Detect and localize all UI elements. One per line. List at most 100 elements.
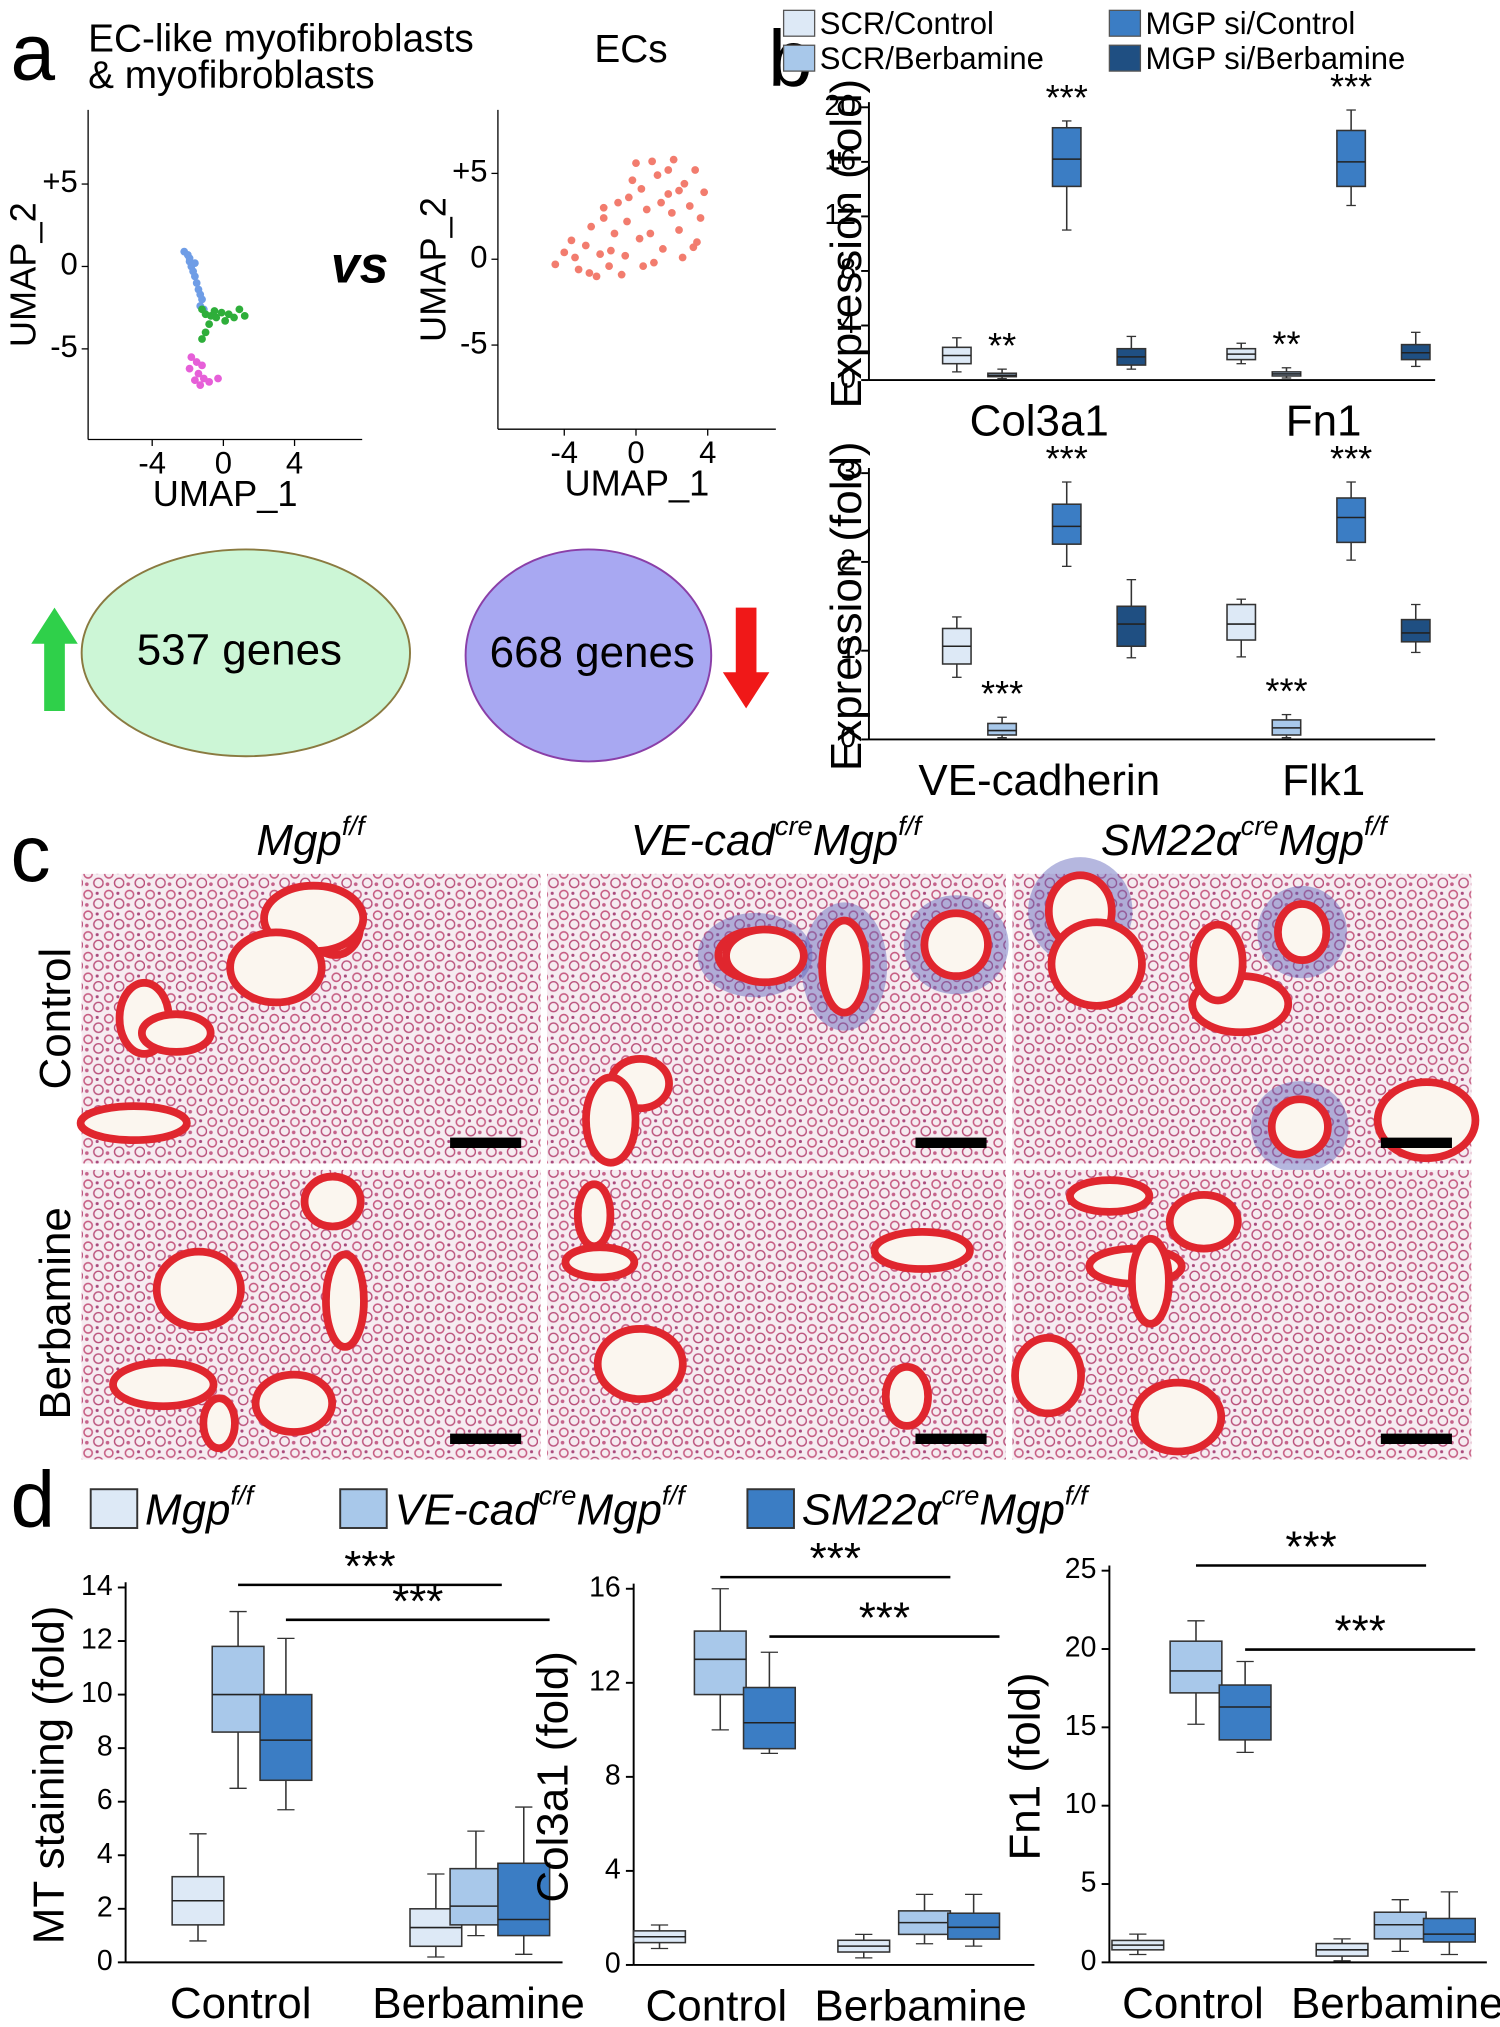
superscript: f/f bbox=[898, 810, 923, 841]
point bbox=[185, 364, 194, 373]
text-part: Mgp bbox=[813, 815, 898, 864]
x-tick-label: 0 bbox=[215, 446, 232, 481]
x-tick-label: Col3a1 bbox=[970, 397, 1109, 446]
point bbox=[642, 205, 651, 214]
x-tick-label: Control bbox=[1122, 1979, 1264, 2027]
point bbox=[675, 186, 683, 195]
y-tick-label: 0 bbox=[470, 239, 487, 274]
x-tick-label: 4 bbox=[286, 446, 303, 481]
point bbox=[632, 159, 640, 167]
tissue bbox=[547, 1169, 1006, 1460]
y-tick-label: 12 bbox=[589, 1665, 621, 1697]
point bbox=[587, 222, 596, 231]
x-tick-label: Fn1 bbox=[1286, 397, 1362, 446]
panel-label: d bbox=[11, 1454, 56, 1544]
y-tick-label: 0 bbox=[605, 1947, 621, 1979]
point bbox=[623, 217, 631, 226]
y-tick-label: 4 bbox=[605, 1853, 621, 1885]
point bbox=[212, 313, 221, 322]
x-tick-label: Flk1 bbox=[1282, 756, 1365, 805]
point bbox=[210, 307, 219, 315]
superscript: f/f bbox=[342, 810, 367, 841]
vessel bbox=[1267, 1095, 1332, 1159]
y-tick-label: 4 bbox=[840, 308, 856, 340]
point bbox=[678, 253, 687, 262]
box bbox=[947, 1912, 1001, 1940]
vessel bbox=[881, 1362, 932, 1430]
point bbox=[610, 229, 619, 238]
point bbox=[669, 155, 678, 164]
text-part: VE-cad bbox=[631, 815, 777, 864]
point bbox=[187, 353, 196, 361]
point bbox=[675, 226, 683, 234]
text-part: SM22α bbox=[802, 1485, 944, 1534]
y-tick-label: 12 bbox=[824, 199, 856, 231]
box bbox=[987, 722, 1018, 736]
point bbox=[214, 374, 222, 383]
point bbox=[596, 250, 605, 258]
y-axis-label: Col3a1 (fold) bbox=[529, 1651, 578, 1903]
histology-image bbox=[76, 873, 541, 1164]
y-tick-label: 1 bbox=[840, 633, 856, 665]
box bbox=[1051, 126, 1082, 188]
vessel bbox=[152, 1247, 245, 1331]
y-tick-label: 16 bbox=[589, 1571, 621, 1603]
vessel bbox=[1165, 1190, 1242, 1253]
x-axis-label: UMAP_1 bbox=[153, 473, 298, 514]
y-tick-label: 8 bbox=[97, 1731, 113, 1763]
point bbox=[191, 272, 199, 281]
vessel bbox=[300, 1172, 365, 1231]
point bbox=[646, 229, 655, 238]
vessel bbox=[1011, 1334, 1085, 1418]
x-tick-label: Berbamine bbox=[814, 1982, 1026, 2027]
vessel bbox=[251, 1370, 337, 1436]
y-tick-label: -5 bbox=[460, 325, 488, 360]
legend-swatch bbox=[782, 44, 816, 72]
point bbox=[700, 188, 709, 197]
significance: *** bbox=[344, 1542, 395, 1591]
y-tick-label: 0 bbox=[97, 1945, 113, 1977]
point bbox=[221, 316, 230, 325]
y-tick-label: 4 bbox=[97, 1838, 113, 1870]
point bbox=[194, 369, 203, 378]
y-tick-label: 6 bbox=[97, 1784, 113, 1816]
vessel bbox=[593, 1324, 687, 1403]
significance: ** bbox=[988, 325, 1016, 366]
y-tick-label: 0 bbox=[840, 722, 856, 754]
point bbox=[574, 265, 583, 274]
legend-label: SCR/Control bbox=[820, 6, 994, 41]
box bbox=[1218, 1684, 1272, 1741]
legend-swatch bbox=[746, 1488, 795, 1529]
x-tick-label: -4 bbox=[138, 446, 166, 481]
vs-label: vs bbox=[331, 236, 388, 294]
chart-title: ECs bbox=[594, 28, 667, 71]
vessel bbox=[722, 925, 808, 987]
chart-title: EC-like myofibroblasts bbox=[88, 18, 474, 61]
y-tick-label: -5 bbox=[50, 329, 78, 364]
point bbox=[571, 253, 579, 262]
point bbox=[621, 251, 630, 260]
vessel bbox=[920, 909, 992, 981]
vessel bbox=[561, 1243, 639, 1282]
histology-image bbox=[547, 1169, 1006, 1460]
y-tick-label: 2 bbox=[840, 544, 856, 576]
legend-swatch bbox=[1108, 9, 1142, 37]
point bbox=[628, 176, 637, 185]
y-tick-label: 15 bbox=[1065, 1710, 1097, 1742]
box bbox=[259, 1693, 313, 1782]
y-tick-label: 10 bbox=[81, 1677, 113, 1709]
y-tick-label: 5 bbox=[1081, 1867, 1097, 1899]
point bbox=[680, 179, 689, 188]
point bbox=[198, 335, 206, 343]
significance: *** bbox=[1046, 77, 1088, 118]
column-header: SM22αcreMgpf/f bbox=[1101, 810, 1389, 865]
legend-swatch bbox=[1108, 44, 1142, 72]
venn-label: 537 genes bbox=[137, 625, 342, 674]
venn-down bbox=[464, 548, 713, 763]
significance: *** bbox=[1265, 670, 1307, 711]
text-part: VE-cad bbox=[394, 1485, 540, 1534]
point bbox=[624, 193, 633, 202]
significance: *** bbox=[1285, 1523, 1336, 1572]
vessel bbox=[870, 1227, 974, 1273]
